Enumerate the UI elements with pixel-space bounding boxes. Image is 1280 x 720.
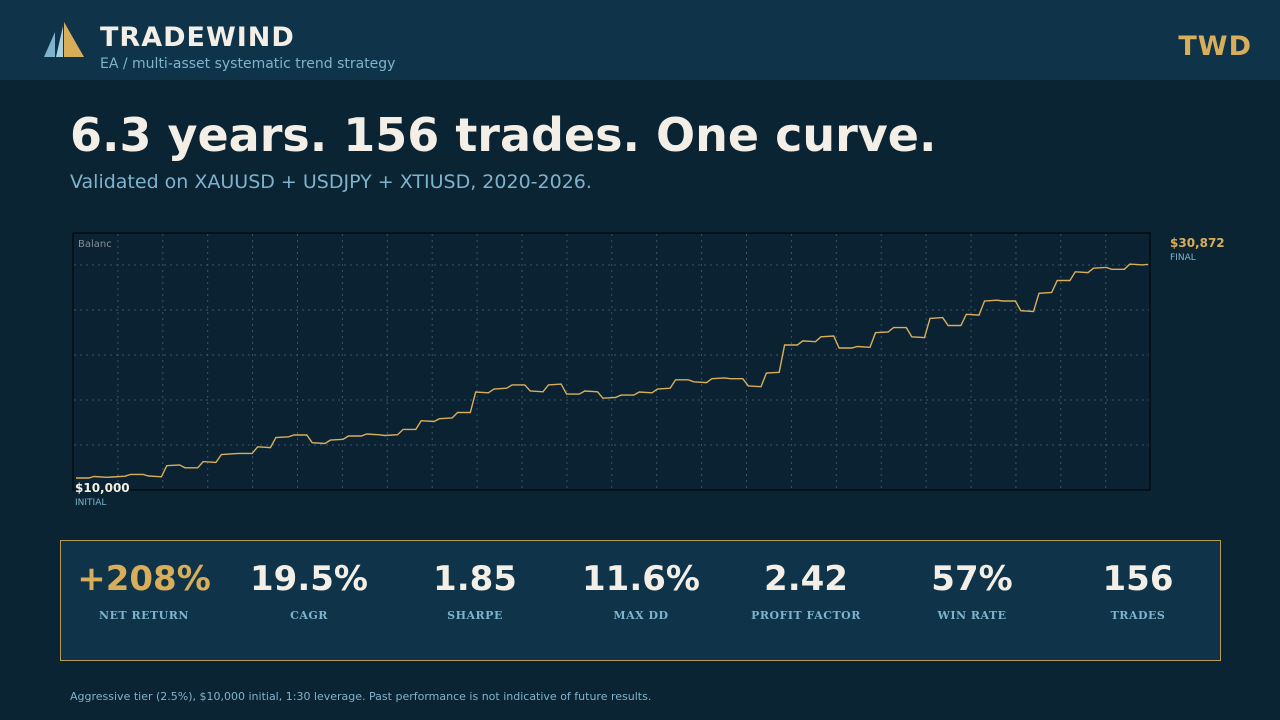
final-balance-label: FINAL bbox=[1170, 253, 1196, 263]
final-balance-value: $30,872 bbox=[1170, 236, 1225, 250]
disclaimer: Aggressive tier (2.5%), $10,000 initial,… bbox=[70, 690, 652, 703]
initial-balance-value: $10,000 bbox=[75, 481, 130, 495]
stat-cagr: 19.5% CAGR bbox=[226, 541, 392, 660]
stat-label: PROFIT FACTOR bbox=[751, 609, 861, 622]
brand-name: TRADEWIND bbox=[100, 22, 295, 53]
stat-label: SHARPE bbox=[447, 609, 503, 622]
stat-value: 156 bbox=[1102, 559, 1174, 599]
stat-label: TRADES bbox=[1110, 609, 1166, 622]
page-title: 6.3 years. 156 trades. One curve. bbox=[70, 108, 937, 162]
y-axis-label: Balanc bbox=[78, 239, 112, 250]
equity-line bbox=[76, 263, 1149, 479]
stat-value: 2.42 bbox=[764, 559, 848, 599]
stat-net-return: +208% NET RETURN bbox=[61, 541, 227, 660]
stat-value: 1.85 bbox=[433, 559, 517, 599]
stats-panel: +208% NET RETURN 19.5% CAGR 1.85 SHARPE … bbox=[60, 540, 1221, 661]
stat-label: WIN RATE bbox=[937, 609, 1007, 622]
stat-value: 11.6% bbox=[582, 559, 700, 599]
page-subtitle: Validated on XAUUSD + USDJPY + XTIUSD, 2… bbox=[70, 171, 592, 193]
stat-profit-factor: 2.42 PROFIT FACTOR bbox=[723, 541, 889, 660]
ticker-symbol: TWD bbox=[1178, 31, 1252, 62]
stat-sharpe: 1.85 SHARPE bbox=[392, 541, 558, 660]
stat-label: NET RETURN bbox=[99, 609, 189, 622]
chart-grid bbox=[74, 234, 1149, 489]
initial-balance-label: INITIAL bbox=[75, 498, 107, 508]
stat-value: 19.5% bbox=[250, 559, 368, 599]
header-bar: TRADEWIND EA / multi-asset systematic tr… bbox=[0, 0, 1280, 80]
stat-trades: 156 TRADES bbox=[1055, 541, 1221, 660]
stat-max-dd: 11.6% MAX DD bbox=[558, 541, 724, 660]
stat-value: 57% bbox=[931, 559, 1013, 599]
stat-label: CAGR bbox=[290, 609, 328, 622]
brand-subtitle: EA / multi-asset systematic trend strate… bbox=[100, 56, 396, 72]
stat-win-rate: 57% WIN RATE bbox=[889, 541, 1055, 660]
stat-label: MAX DD bbox=[613, 609, 669, 622]
sail-logo-icon bbox=[44, 22, 84, 57]
stat-value: +208% bbox=[77, 559, 211, 599]
